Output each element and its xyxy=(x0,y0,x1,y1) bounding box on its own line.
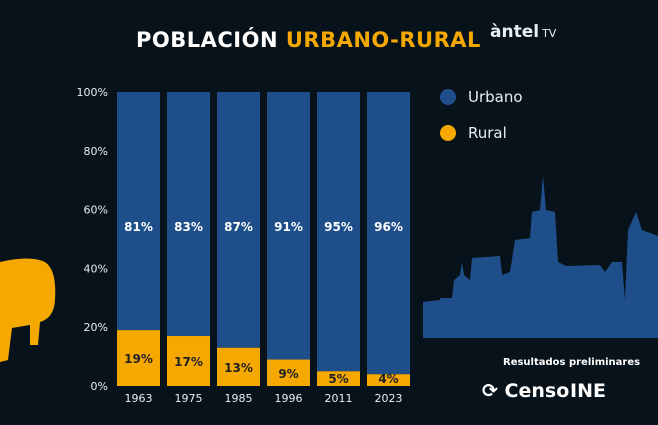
data-label-urbano: 96% xyxy=(374,220,403,234)
censo-logo: ⟳ Censo xyxy=(482,380,570,402)
bar-rural-2011 xyxy=(317,371,360,386)
y-tick-label: 60% xyxy=(84,204,108,217)
brand-name: àntel xyxy=(490,22,540,42)
title-part2: URBANO-RURAL xyxy=(285,28,481,52)
y-tick-label: 20% xyxy=(84,321,108,334)
censo-logo-text: Censo xyxy=(504,380,570,402)
data-label-rural: 17% xyxy=(174,355,203,369)
x-tick-label: 1985 xyxy=(225,392,253,405)
legend-label-rural: Rural xyxy=(468,124,507,142)
bar-urbano-1975 xyxy=(167,92,210,337)
urbano-swatch xyxy=(440,89,456,105)
bar-urbano-2023 xyxy=(367,92,410,375)
antel-tv-logo: àntel TV xyxy=(490,22,556,42)
brand-suffix: TV xyxy=(542,27,557,40)
title-part1: POBLACIÓN xyxy=(136,28,286,52)
y-tick-label: 80% xyxy=(84,145,108,158)
rural-swatch xyxy=(440,125,456,141)
legend-label-urbano: Urbano xyxy=(468,88,523,106)
data-label-rural: 19% xyxy=(124,352,153,366)
x-tick-label: 1996 xyxy=(275,392,303,405)
x-tick-label: 1975 xyxy=(175,392,203,405)
bar-urbano-1985 xyxy=(217,92,260,348)
chart-title: POBLACIÓN URBANO-RURAL xyxy=(136,28,481,52)
y-tick-label: 0% xyxy=(91,380,108,393)
x-tick-label: 1963 xyxy=(125,392,153,405)
bar-urbano-1996 xyxy=(267,92,310,360)
ine-logo: INE xyxy=(570,380,606,402)
data-label-rural: 5% xyxy=(328,372,348,386)
bar-rural-1975 xyxy=(167,336,210,386)
y-tick-label: 100% xyxy=(77,86,108,99)
ine-logo-text: INE xyxy=(570,380,606,402)
data-label-rural: 4% xyxy=(378,372,398,386)
y-tick-label: 40% xyxy=(84,262,108,275)
data-label-rural: 13% xyxy=(224,361,253,375)
bar-rural-1985 xyxy=(217,347,260,386)
preliminary-results-note: Resultados preliminares xyxy=(503,357,641,368)
bar-rural-2023 xyxy=(367,374,410,386)
data-label-urbano: 87% xyxy=(224,220,253,234)
data-label-urbano: 81% xyxy=(124,220,153,234)
bar-rural-1996 xyxy=(267,359,310,386)
x-tick-label: 2011 xyxy=(325,392,353,405)
data-label-urbano: 91% xyxy=(274,220,303,234)
city-skyline-icon xyxy=(423,176,658,338)
bar-urbano-1963 xyxy=(117,92,160,331)
legend-item-rural: Rural xyxy=(440,124,507,142)
bar-urbano-2011 xyxy=(317,92,360,372)
data-label-urbano: 83% xyxy=(174,220,203,234)
data-label-rural: 9% xyxy=(278,367,298,381)
cow-icon xyxy=(0,258,56,362)
bar-rural-1963 xyxy=(117,330,160,386)
x-tick-label: 2023 xyxy=(375,392,403,405)
legend-item-urbano: Urbano xyxy=(440,88,523,106)
data-label-urbano: 95% xyxy=(324,220,353,234)
